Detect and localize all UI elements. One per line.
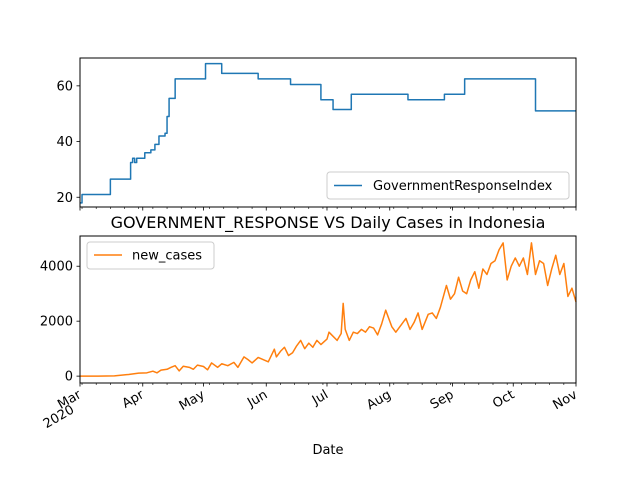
- bottom-x-tick-label: Jul: [309, 387, 331, 408]
- top-y-tick-label: 40: [56, 135, 73, 150]
- bottom-y-tick-label: 4000: [40, 260, 73, 275]
- bottom-chart-title: GOVERNMENT_RESPONSE VS Daily Cases in In…: [111, 213, 546, 233]
- top-legend-label: GovernmentResponseIndex: [373, 179, 553, 194]
- top-y-tick-label: 20: [56, 191, 73, 206]
- top-series-line: [80, 62, 576, 204]
- top-axes-frame: [79, 57, 577, 208]
- bottom-series-layer: [80, 242, 577, 377]
- bottom-legend: new_cases: [86, 241, 215, 270]
- bottom-axes-frame: [79, 235, 577, 384]
- bottom-legend-box: [86, 241, 215, 270]
- top-x-ticks: [79, 207, 577, 211]
- bottom-subplot: GOVERNMENT_RESPONSE VS Daily Cases in In…: [40, 213, 580, 458]
- top-subplot: 20 40 60 GovernmentResponseIndex: [56, 57, 577, 211]
- bottom-y-tick-label: 0: [65, 370, 73, 385]
- bottom-series-line: [80, 242, 577, 377]
- top-legend-box: [326, 171, 570, 200]
- bottom-y-tick-label: 2000: [40, 315, 73, 330]
- top-y-tick-label: 60: [56, 79, 73, 94]
- top-legend: GovernmentResponseIndex: [326, 171, 570, 200]
- bottom-legend-label: new_cases: [132, 249, 202, 264]
- bottom-y-ticks: 0 2000 4000: [40, 260, 80, 385]
- top-y-ticks: 20 40 60: [56, 79, 80, 206]
- top-series-layer: [80, 62, 576, 204]
- bottom-x-axis-label: Date: [312, 443, 343, 458]
